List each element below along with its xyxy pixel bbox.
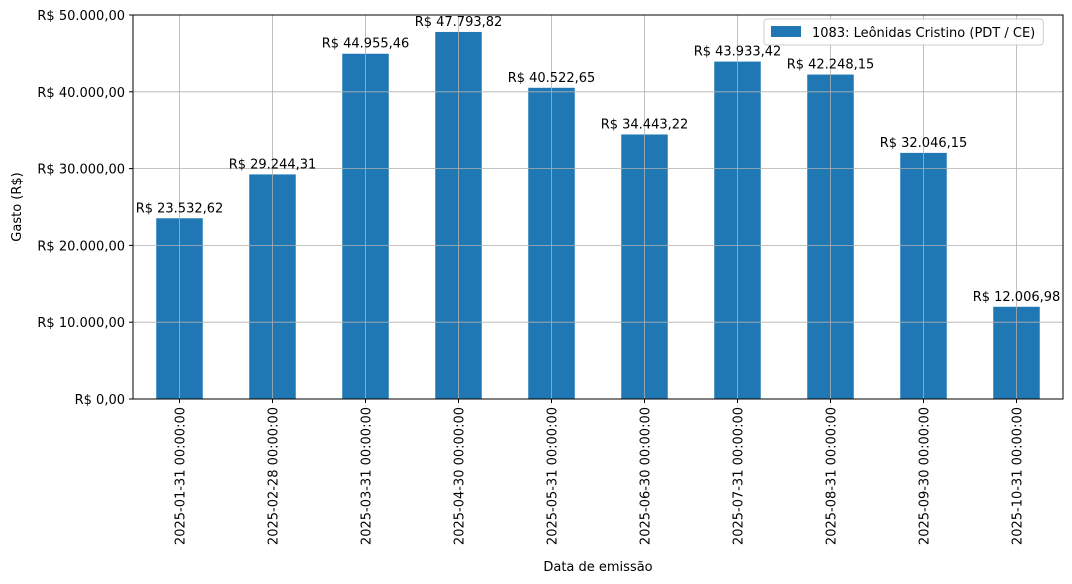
- plot-frame: [132, 14, 1064, 400]
- bar-data-label: R$ 34.443,22: [601, 117, 689, 132]
- bar-data-label: R$ 40.522,65: [508, 71, 596, 86]
- y-tick-label: R$ 40.000,00: [37, 86, 125, 101]
- x-tick-label: 2025-04-30 00:00:00: [453, 407, 468, 545]
- x-tick-label: 2025-10-31 00:00:00: [1011, 407, 1026, 545]
- legend: 1083: Leônidas Cristino (PDT / CE): [763, 18, 1044, 46]
- bar-data-label: R$ 29.244,31: [229, 157, 317, 172]
- x-tick-label: 2025-08-31 00:00:00: [825, 407, 840, 545]
- y-tick-label: R$ 20.000,00: [37, 239, 125, 254]
- y-tick-label: R$ 0,00: [75, 393, 125, 408]
- legend-entry: 1083: Leônidas Cristino (PDT / CE): [812, 26, 1035, 41]
- x-tick-label: 2025-05-31 00:00:00: [546, 407, 561, 545]
- bar-data-label: R$ 43.933,42: [694, 45, 782, 60]
- bar-data-label: R$ 23.532,62: [136, 201, 224, 216]
- legend-box: [763, 18, 1044, 46]
- y-tick-label: R$ 10.000,00: [37, 316, 125, 331]
- x-axis-label: Data de emissão: [543, 560, 652, 575]
- x-tick-label: 2025-07-31 00:00:00: [732, 407, 747, 545]
- data-labels: R$ 23.532,62 R$ 29.244,31 R$ 44.955,46 R$ 4…: [136, 15, 1061, 305]
- y-axis-ticks: R$ 0,00 R$ 10.000,00 R$ 20.000,00 R$ 30.000…: [37, 9, 133, 408]
- x-tick-label: 2025-01-31 00:00:00: [174, 407, 189, 545]
- bar-data-label: R$ 42.248,15: [787, 58, 875, 73]
- y-tick-label: R$ 50.000,00: [37, 9, 125, 24]
- legend-swatch: [771, 26, 801, 37]
- x-tick-label: 2025-06-30 00:00:00: [639, 407, 654, 545]
- bar-data-label: R$ 44.955,46: [322, 37, 410, 52]
- x-tick-label: 2025-09-30 00:00:00: [918, 407, 933, 545]
- x-tick-label: 2025-02-28 00:00:00: [267, 407, 282, 545]
- bar-data-label: R$ 47.793,82: [415, 15, 503, 30]
- bar-data-label: R$ 12.006,98: [973, 290, 1061, 305]
- bars-layer: [156, 31, 1040, 400]
- y-tick-label: R$ 30.000,00: [37, 163, 125, 178]
- x-tick-label: 2025-03-31 00:00:00: [360, 407, 375, 545]
- bar-data-label: R$ 32.046,15: [880, 136, 968, 151]
- grid-front-layer: [133, 14, 1063, 400]
- y-axis-label: Gasto (R$): [10, 172, 25, 241]
- x-axis-ticks: 2025-01-31 00:00:00 2025-02-28 00:00:00 20…: [174, 399, 1026, 545]
